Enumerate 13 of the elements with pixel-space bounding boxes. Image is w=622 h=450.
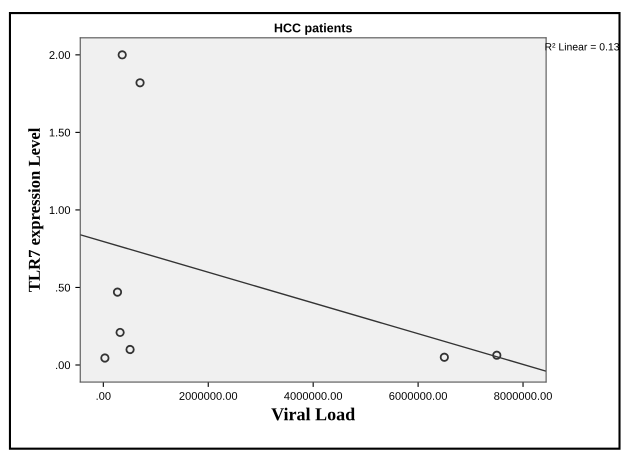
y-tick-label: 1.00	[50, 206, 70, 214]
chart-title: HCC patients	[274, 23, 352, 35]
x-axis-title: Viral Load	[271, 408, 356, 420]
x-tick-label: 6000000.00	[389, 392, 448, 400]
x-tick-label: 2000000.00	[179, 392, 238, 400]
y-tick-label: .50	[56, 284, 70, 292]
x-tick-label: 8000000.00	[494, 392, 552, 400]
x-tick-label: 4000000.00	[284, 392, 342, 400]
y-tick-label: 2.00	[49, 51, 70, 59]
y-tick-label: .00	[56, 361, 70, 370]
x-tick-label: .00	[96, 392, 111, 400]
y-axis-title: TLR7 expression Level	[28, 128, 44, 292]
y-tick-label: 1.50	[50, 128, 70, 137]
